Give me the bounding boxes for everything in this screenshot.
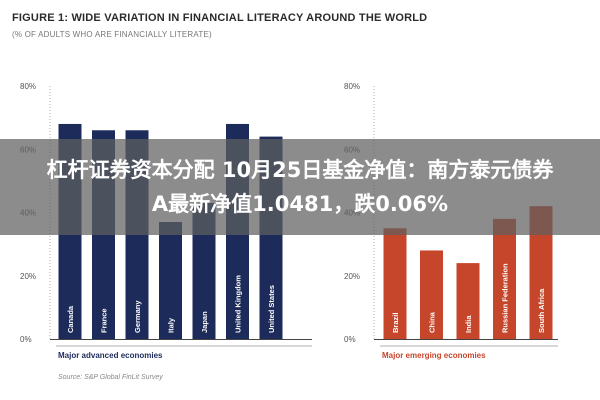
category-label: Brazil bbox=[391, 313, 400, 333]
bar-south-africa bbox=[529, 206, 553, 339]
y-tick-label: 20% bbox=[344, 272, 360, 281]
category-label: United States bbox=[267, 285, 276, 333]
category-label: United Kingdom bbox=[234, 275, 243, 333]
headline-line-1: 杠杆证券资本分配 10月25日基金净值：南方泰元债券 bbox=[46, 158, 554, 182]
headline-line-2: A最新净值1.0481，跌0.06% bbox=[151, 192, 449, 216]
figure-title: FIGURE 1: WIDE VARIATION IN FINANCIAL LI… bbox=[12, 12, 428, 24]
category-label: China bbox=[428, 311, 437, 333]
category-label: India bbox=[464, 315, 473, 333]
category-label: Japan bbox=[200, 311, 209, 333]
bar-brazil bbox=[383, 228, 407, 339]
category-label: Canada bbox=[66, 305, 75, 333]
news-headline-banner[interactable]: 杠杆证券资本分配 10月25日基金净值：南方泰元债券 A最新净值1.0481，跌… bbox=[0, 139, 600, 235]
x-axis-group-label: Major emerging economies bbox=[382, 351, 486, 360]
y-tick-label: 80% bbox=[344, 82, 360, 91]
category-label: France bbox=[100, 308, 109, 333]
category-label: Italy bbox=[167, 317, 176, 333]
bar-japan bbox=[192, 203, 216, 339]
bar-russian-federation bbox=[493, 218, 516, 339]
y-tick-label: 80% bbox=[20, 82, 36, 91]
bar-italy bbox=[159, 221, 182, 339]
y-tick-label: 20% bbox=[20, 272, 36, 281]
bar-india bbox=[456, 263, 480, 339]
category-label: South Africa bbox=[537, 288, 546, 333]
y-tick-label: 0% bbox=[344, 335, 356, 344]
category-label: Germany bbox=[133, 300, 142, 333]
category-label: Russian Federation bbox=[501, 263, 510, 333]
bar-china bbox=[420, 250, 443, 339]
figure-subtitle: (% OF ADULTS WHO ARE FINANCIALLY LITERAT… bbox=[12, 30, 212, 39]
x-axis-group-label: Major advanced economies bbox=[58, 351, 163, 360]
source-note: Source: S&P Global FinLit Survey bbox=[58, 374, 163, 381]
y-tick-label: 0% bbox=[20, 335, 32, 344]
